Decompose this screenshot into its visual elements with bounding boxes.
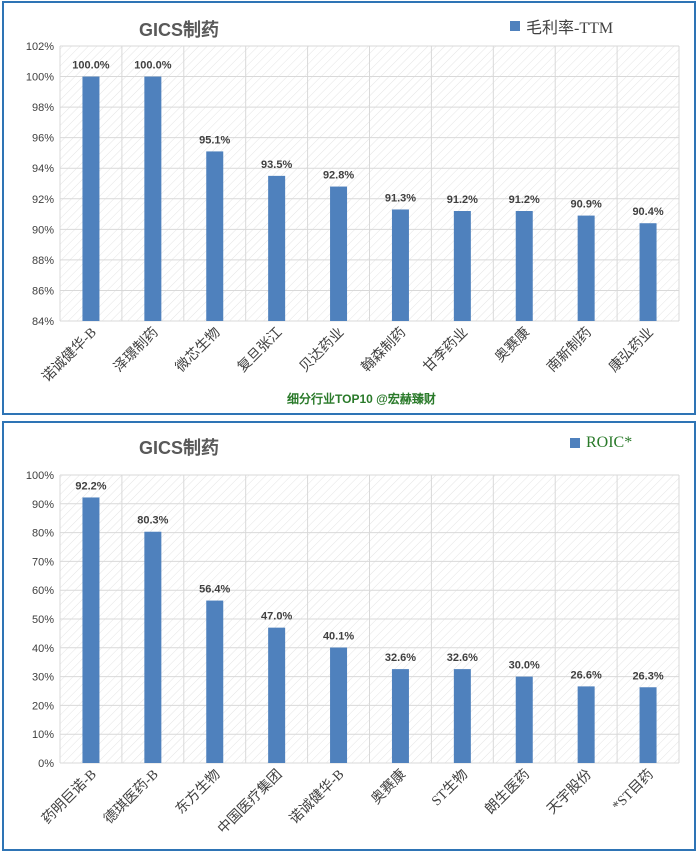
x-category-label: 南新制药 [544,325,595,376]
y-tick-label: 90% [32,224,54,236]
x-category-label: 康弘药业 [605,324,657,376]
x-category-label: *ST目药 [609,767,657,815]
bar [144,76,162,321]
chart-legend: ROIC* [570,434,632,452]
bar [453,669,471,763]
y-tick-label: 40% [32,643,54,655]
chart-panel-roic: GICS制药 ROIC* 0% 10% 20% 30% 40% 50% 60% 70% 80% 9… [2,421,696,851]
chart-panel-gross-margin: GICS制药 毛利率-TTM 84% 86% 88% 90% 92% 94% 96% 98% 1… [2,1,696,415]
bar [82,497,100,763]
data-label: 26.6% [571,669,602,681]
data-label: 92.8% [323,170,354,182]
y-tick-label: 88% [32,255,54,267]
y-tick-label: 30% [32,672,54,684]
bar [515,676,533,763]
y-tick-label: 90% [32,499,54,511]
data-label: 30.0% [509,660,540,672]
y-tick-label: 98% [32,102,54,114]
y-tick-label: 70% [32,556,54,568]
bar [577,686,595,763]
data-label: 95.1% [199,134,230,146]
bar [453,211,471,321]
bar [330,647,348,763]
bar [268,627,286,763]
x-category-label: 诺诚健华-B [39,325,100,386]
data-label: 91.3% [385,192,416,204]
data-label: 100.0% [72,60,110,72]
x-category-label: 朗生医药 [482,767,533,818]
x-category-label: 德琪医药-B [101,767,162,828]
data-label: 80.3% [137,515,168,527]
data-label: 90.9% [571,199,602,211]
y-tick-label: 102% [26,41,54,53]
data-label: 56.4% [199,584,230,596]
x-category-label: 贝达药业 [296,325,347,376]
data-label: 100.0% [134,60,172,72]
x-category-label: 泽璟制药 [111,325,162,376]
chart-title: GICS制药 [139,20,220,40]
bar [144,531,162,763]
x-category-label: 药明巨诺-B [39,767,100,828]
data-label: 93.5% [261,159,292,171]
y-tick-label: 0% [38,758,54,770]
x-category-label: 天宇股份 [544,767,595,818]
y-tick-label: 10% [32,729,54,741]
bar [206,151,224,321]
legend-label: 毛利率-TTM [526,20,614,37]
y-tick-label: 80% [32,528,54,540]
y-tick-label: 60% [32,585,54,597]
x-category-label: 东方生物 [173,767,224,818]
data-label: 91.2% [509,194,540,206]
data-label: 40.1% [323,631,354,643]
y-tick-label: 86% [32,285,54,297]
bar [391,669,409,763]
x-category-label: 翰森制药 [358,325,409,376]
bar [206,600,224,763]
bar [330,186,348,321]
chart-footer-text: 细分行业TOP10 @宏赫臻财 [287,392,436,406]
y-tick-label: 50% [32,614,54,626]
data-label: 91.2% [447,194,478,206]
x-category-label: 中国医疗集团 [214,766,285,837]
x-category-label: 复旦张江 [234,324,286,376]
y-tick-label: 100% [26,470,54,482]
bar [639,223,657,321]
bar [639,687,657,763]
data-label: 26.3% [632,670,663,682]
y-tick-label: 94% [32,163,54,175]
chart-title: GICS制药 [139,438,220,458]
legend-label: ROIC* [586,434,633,451]
y-tick-label: 20% [32,700,54,712]
x-category-label: ST生物 [429,767,472,810]
data-label: 32.6% [447,652,478,664]
bar [515,211,533,321]
bar-chart-roic: 0% 10% 20% 30% 40% 50% 60% 70% 80% 90% 100% 92.2% 80… [26,470,680,837]
bar [82,76,100,321]
data-label: 90.4% [632,206,663,218]
data-label: 92.2% [75,480,106,492]
x-category-label: 甘李药业 [420,325,471,376]
x-category-label: 奥赛康 [368,766,410,808]
y-tick-label: 92% [32,194,54,206]
bar [391,209,409,321]
y-tick-label: 100% [26,72,54,84]
y-tick-label: 96% [32,133,54,145]
bar [577,215,595,321]
legend-swatch [570,438,580,448]
bar [268,175,286,321]
data-label: 47.0% [261,611,292,623]
chart-legend: 毛利率-TTM [510,14,613,38]
x-category-label: 诺诚健华-B [287,767,348,828]
bar-chart-gross-margin: 84% 86% 88% 90% 92% 94% 96% 98% 100% 102% 100.0% 10… [26,41,680,386]
data-label: 32.6% [385,652,416,664]
y-tick-label: 84% [32,316,54,328]
legend-swatch [510,21,520,31]
x-category-label: 微芯生物 [173,325,224,376]
x-category-label: 奥赛康 [491,324,533,366]
